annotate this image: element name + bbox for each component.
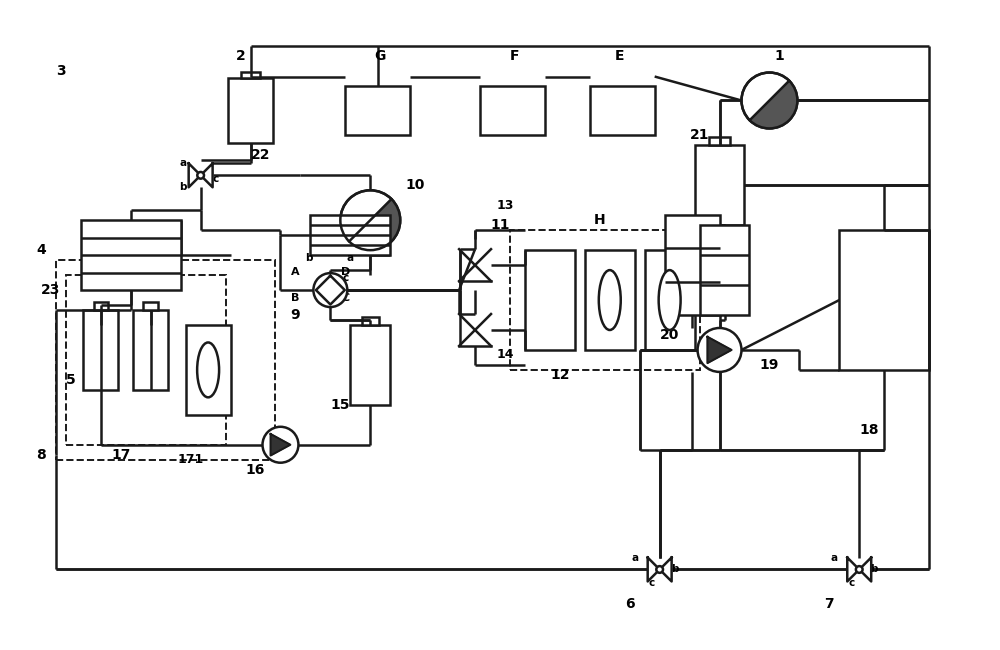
Text: F: F xyxy=(510,49,520,62)
Bar xyxy=(143,302,158,310)
Circle shape xyxy=(656,566,663,573)
Polygon shape xyxy=(847,558,859,582)
Text: 4: 4 xyxy=(36,243,46,257)
Text: a: a xyxy=(347,253,354,263)
Bar xyxy=(839,230,929,370)
Text: 6: 6 xyxy=(625,597,635,612)
Bar xyxy=(241,72,260,78)
Text: G: G xyxy=(375,49,386,62)
Polygon shape xyxy=(859,558,871,582)
Text: H: H xyxy=(594,213,606,228)
Text: 15: 15 xyxy=(331,398,350,412)
Bar xyxy=(709,137,730,146)
Bar xyxy=(665,215,720,315)
Circle shape xyxy=(856,566,863,573)
Circle shape xyxy=(197,172,204,179)
Text: 22: 22 xyxy=(251,148,270,162)
Bar xyxy=(695,146,744,225)
Text: 16: 16 xyxy=(246,463,265,476)
Text: 13: 13 xyxy=(496,199,514,212)
Text: b: b xyxy=(671,564,678,575)
Text: a: a xyxy=(831,552,838,562)
Text: 2: 2 xyxy=(236,49,245,62)
Text: 5: 5 xyxy=(66,373,76,387)
Bar xyxy=(94,302,108,310)
Polygon shape xyxy=(750,81,797,129)
Text: c: c xyxy=(212,174,219,185)
Polygon shape xyxy=(201,163,213,187)
Bar xyxy=(66,275,226,445)
Bar xyxy=(228,78,273,143)
Text: 14: 14 xyxy=(496,348,514,361)
Ellipse shape xyxy=(599,270,621,330)
Text: 171: 171 xyxy=(178,453,204,466)
Text: A: A xyxy=(291,267,300,277)
Polygon shape xyxy=(660,558,672,582)
Text: b: b xyxy=(870,564,878,575)
Bar xyxy=(81,220,181,290)
Bar xyxy=(362,317,379,325)
Text: C: C xyxy=(341,293,349,303)
Bar xyxy=(186,325,231,415)
Bar xyxy=(510,230,700,370)
Text: c: c xyxy=(848,578,854,588)
Ellipse shape xyxy=(659,270,681,330)
Polygon shape xyxy=(349,199,400,250)
Text: B: B xyxy=(291,293,300,303)
Text: D: D xyxy=(341,267,350,277)
Circle shape xyxy=(741,73,797,129)
Text: 20: 20 xyxy=(660,328,679,342)
Bar xyxy=(585,250,635,350)
Text: 10: 10 xyxy=(405,178,425,192)
Text: 9: 9 xyxy=(291,308,300,322)
Polygon shape xyxy=(648,558,660,582)
Bar xyxy=(56,260,275,460)
Polygon shape xyxy=(707,337,732,363)
Polygon shape xyxy=(189,163,201,187)
Text: 8: 8 xyxy=(36,448,46,462)
Bar xyxy=(345,86,410,135)
Text: c: c xyxy=(342,273,348,283)
Bar xyxy=(310,215,390,255)
Text: 7: 7 xyxy=(824,597,834,612)
Polygon shape xyxy=(271,434,290,456)
Bar xyxy=(133,310,168,390)
Bar xyxy=(480,86,545,135)
Bar xyxy=(525,250,575,350)
Circle shape xyxy=(313,273,347,307)
Text: a: a xyxy=(631,552,638,562)
Text: 17: 17 xyxy=(111,448,130,462)
Text: b: b xyxy=(179,182,186,192)
Text: 3: 3 xyxy=(56,64,66,77)
Bar xyxy=(645,250,695,350)
Text: 23: 23 xyxy=(41,283,61,297)
Text: E: E xyxy=(615,49,624,62)
Circle shape xyxy=(340,190,400,250)
Circle shape xyxy=(263,427,298,463)
Text: 21: 21 xyxy=(690,129,709,142)
Text: 1: 1 xyxy=(775,49,784,62)
Ellipse shape xyxy=(197,343,219,397)
Text: 19: 19 xyxy=(760,358,779,372)
Text: 18: 18 xyxy=(859,422,879,437)
Circle shape xyxy=(698,328,741,372)
Text: c: c xyxy=(649,578,655,588)
Bar xyxy=(700,225,749,315)
Bar xyxy=(350,325,390,405)
Bar xyxy=(590,86,655,135)
Text: a: a xyxy=(179,159,186,168)
Text: b: b xyxy=(305,253,312,263)
Text: 11: 11 xyxy=(490,218,510,232)
Bar xyxy=(83,310,118,390)
Text: 12: 12 xyxy=(550,368,570,382)
